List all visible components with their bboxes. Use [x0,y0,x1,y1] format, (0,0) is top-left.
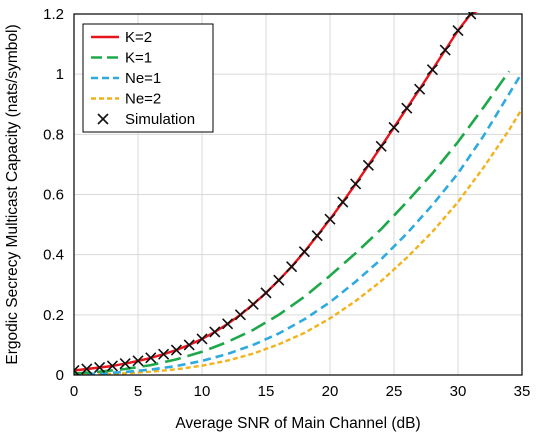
series-line-ne-1 [74,72,522,375]
series-line-k-1 [74,70,511,375]
legend: K=2 K=1 Ne=1 Ne=2 Simulation [82,23,214,133]
simulation-marker [222,318,234,330]
tick-labels: 0 5 10 15 20 25 30 35 0 0.2 0.4 0.6 0.8 1 1.2 [43,6,530,400]
simulation-marker [350,178,362,190]
y-tick-label: 1 [56,66,64,83]
x-tick-label: 5 [134,383,142,400]
x-tick-label: 35 [514,383,531,400]
plot-frame [73,13,523,376]
simulation-marker [337,196,349,208]
simulation-marker [324,213,336,225]
x-tick-label: 25 [386,383,403,400]
simulation-marker [362,159,374,171]
x-tick-label: 0 [70,383,78,400]
simulation-marker [94,361,106,374]
simulation-marker [439,44,451,56]
x-tick-label: 15 [258,383,275,400]
simulation-marker [273,274,285,286]
simulation-marker [145,352,157,364]
y-tick-label: 0.2 [43,307,64,324]
simulation-marker [74,364,80,375]
simulation-marker [158,348,170,360]
simulation-marker [170,344,182,356]
simulation-marker [311,230,323,242]
legend-label-ne-2: Ne=2 [125,91,161,108]
simulation-marker [106,360,118,372]
y-tick-label: 0.8 [43,126,64,143]
simulation-marker [375,140,387,152]
simulation-marker [196,333,208,345]
simulation-marker [81,363,93,375]
y-tick-label: 0 [56,367,64,384]
series-clip-group [74,12,522,375]
simulation-marker [183,339,195,351]
simulation-marker [401,102,413,114]
simulation-marker [132,355,144,367]
series-line-ne-2 [74,108,522,375]
y-axis-title: Ergodic Secrecy Multicast Capacity (nats… [4,24,21,364]
legend-label-simulation: Simulation [125,111,195,128]
simulation-marker [414,83,426,95]
x-tick-label: 10 [194,383,211,400]
simulation-marker [247,298,259,310]
x-tick-label: 20 [322,383,339,400]
y-tick-label: 0.6 [43,187,64,204]
x-axis-title: Average SNR of Main Channel (dB) [175,415,420,432]
y-tick-label: 0.4 [43,247,64,264]
simulation-marker [119,358,131,370]
simulation-marker [298,246,310,258]
x-tick-label: 30 [450,383,467,400]
y-tick-label: 1.2 [43,6,64,23]
legend-label-k-1: K=1 [125,50,152,67]
simulation-marker [452,24,464,37]
legend-label-ne-1: Ne=1 [125,70,161,87]
simulation-marker [234,309,246,321]
legend-marker-simulation [97,113,109,125]
simulation-marker [209,326,221,338]
series-layer [74,12,522,375]
simulation-marker [388,121,400,133]
simulation-marker [260,287,272,299]
simulation-marker [426,64,438,76]
simulation-marker [286,261,298,273]
legend-label-k-2: K=2 [125,29,152,46]
